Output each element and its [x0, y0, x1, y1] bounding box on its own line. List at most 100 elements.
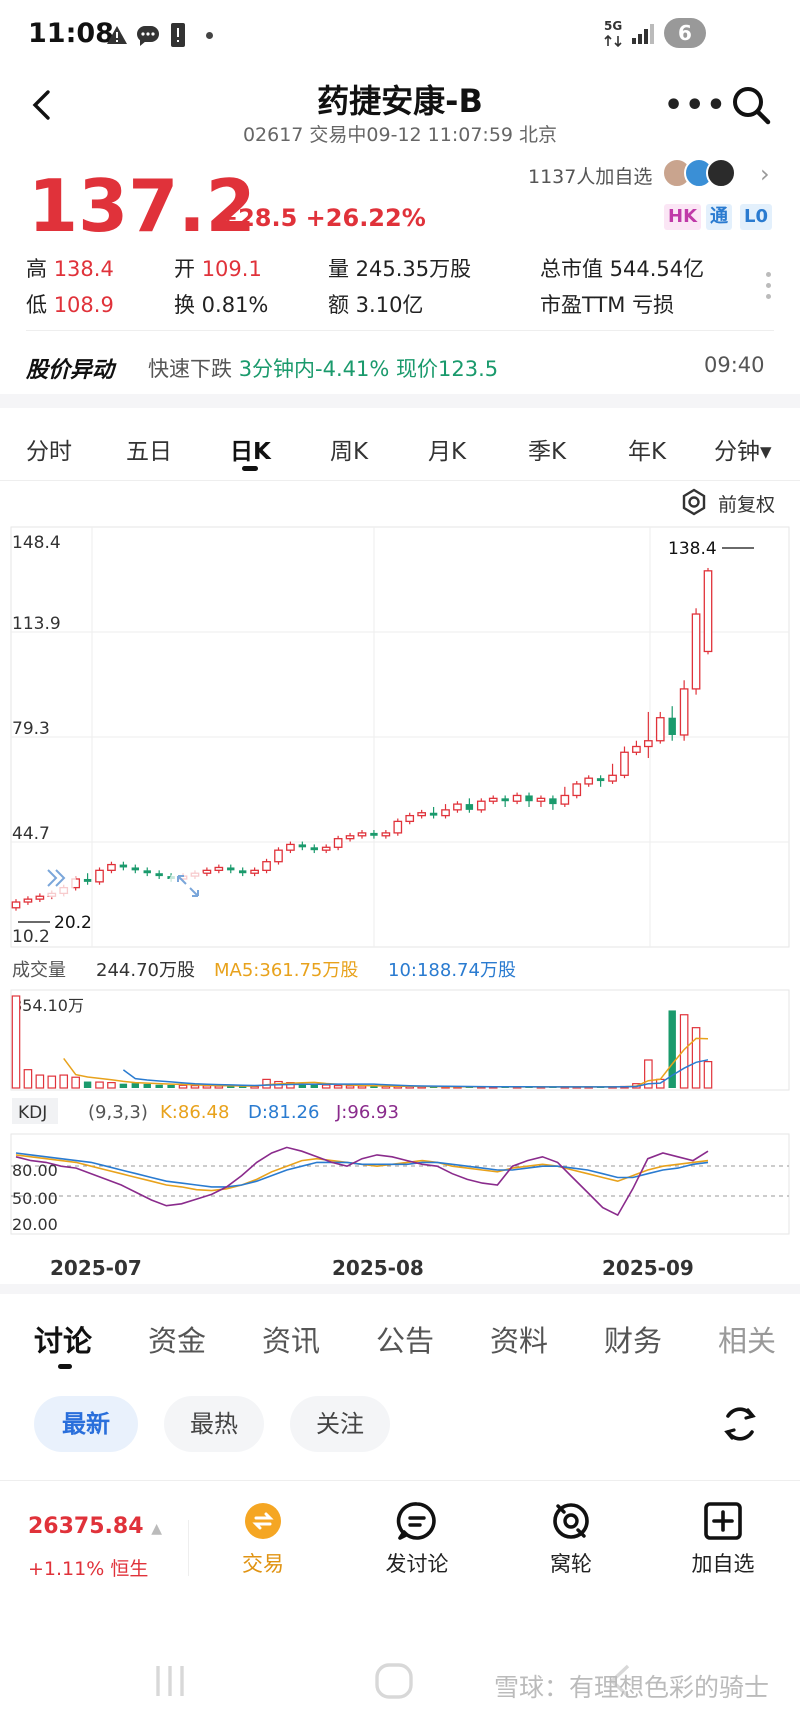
badge-hk: HK	[664, 204, 702, 230]
price-tick: 148.4	[12, 533, 61, 553]
add-watchlist-button[interactable]: 加自选	[668, 1500, 778, 1578]
index-change-text: +1.11%	[28, 1558, 105, 1580]
candle	[536, 797, 546, 802]
index-name: 恒生	[110, 1558, 149, 1580]
candle	[453, 803, 462, 811]
candle	[703, 570, 713, 653]
section-separator	[0, 394, 800, 408]
tab-weekly-k[interactable]: 周K	[330, 439, 369, 465]
adjust-mode-label[interactable]: 前复权	[718, 494, 776, 516]
adjust-settings-icon[interactable]	[680, 488, 708, 516]
tab-capital[interactable]: 资金	[148, 1324, 207, 1358]
tab-daily-k[interactable]: 日K	[230, 439, 271, 465]
candle	[345, 835, 355, 840]
divider	[188, 1520, 189, 1576]
warrants-button[interactable]: 窝轮	[516, 1500, 626, 1578]
volume-bar	[703, 1061, 713, 1089]
open-label: 开	[174, 257, 195, 281]
candle	[501, 798, 509, 802]
index-value[interactable]: 26375.84 ▲	[28, 1514, 162, 1539]
post-discussion-button[interactable]: 发讨论	[362, 1500, 472, 1578]
tab-minute[interactable]: 分钟▾	[714, 439, 772, 465]
candle	[572, 783, 582, 797]
followers-count[interactable]: 1137人加自选	[528, 166, 653, 188]
scroll-left-arrows	[47, 869, 66, 887]
recent-apps-icon[interactable]	[152, 1664, 188, 1698]
tab-monthly-k[interactable]: 月K	[428, 439, 467, 465]
volume-panel: 成交量 244.70万股 MA5:361.75万股 10:188.74万股 85…	[10, 960, 790, 1091]
tab-yearly-k[interactable]: 年K	[628, 439, 667, 465]
refresh-icon[interactable]	[718, 1402, 762, 1446]
tab-news[interactable]: 资讯	[262, 1324, 321, 1358]
follower-avatars[interactable]	[662, 158, 736, 192]
volume-ma5: MA5:361.75万股	[214, 960, 358, 981]
avatar	[706, 158, 736, 188]
expand-stats-icon[interactable]	[766, 266, 774, 305]
candle	[655, 717, 665, 742]
candle	[370, 832, 378, 836]
trade-button[interactable]: 交易	[208, 1500, 318, 1578]
candle	[441, 809, 450, 817]
candle	[262, 861, 271, 871]
x-axis-tick: 2025-07	[50, 1256, 142, 1280]
filter-following[interactable]: 关注	[290, 1396, 390, 1452]
volume-bar	[238, 1086, 247, 1088]
tab-five-day[interactable]: 五日	[126, 439, 172, 465]
back-nav-icon[interactable]	[604, 1664, 634, 1698]
candle	[584, 777, 594, 785]
section-separator	[0, 1284, 800, 1294]
volume-bar	[23, 1069, 33, 1089]
back-icon[interactable]	[26, 88, 60, 122]
filter-latest[interactable]: 最新	[34, 1396, 138, 1452]
volume-bar	[321, 1084, 331, 1089]
stock-chart[interactable]: 148.4 113.9 79.3 44.7 10.2 138.4 20.2 成交…	[10, 526, 790, 1246]
warrants-icon	[553, 1503, 589, 1539]
warrants-label: 窝轮	[550, 1552, 592, 1576]
tab-discussion[interactable]: 讨论	[34, 1324, 93, 1358]
alert-time: 09:40	[704, 353, 765, 377]
signal-icon	[632, 24, 654, 44]
active-tab-indicator	[58, 1364, 72, 1369]
volume-bar	[167, 1084, 175, 1088]
candle	[608, 774, 617, 782]
tab-financials[interactable]: 财务	[604, 1324, 663, 1358]
volume-bar	[35, 1074, 45, 1089]
volume-bar	[227, 1086, 235, 1088]
price-panel: 148.4 113.9 79.3 44.7 10.2 138.4 20.2	[10, 526, 790, 948]
candle	[393, 820, 403, 834]
filter-hot[interactable]: 最热	[164, 1396, 264, 1452]
candle	[83, 878, 92, 882]
candle	[274, 849, 283, 863]
search-icon[interactable]	[730, 84, 772, 126]
candle	[286, 843, 295, 851]
kdj-d-line	[15, 1152, 709, 1188]
candle	[596, 778, 605, 782]
chat-icon	[396, 1502, 436, 1540]
volume-bar	[298, 1083, 307, 1088]
volume-bar	[357, 1085, 367, 1089]
kdj-label: KDJ	[18, 1103, 47, 1123]
tab-profile[interactable]: 资料	[490, 1324, 549, 1358]
candle	[35, 895, 45, 900]
volume-label: 成交量	[12, 960, 66, 981]
more-options-icon[interactable]: •••	[664, 88, 728, 123]
tab-quarterly-k[interactable]: 季K	[528, 439, 567, 465]
candle	[488, 797, 498, 802]
candle	[632, 745, 641, 753]
trade-icon	[245, 1503, 281, 1539]
home-icon[interactable]	[374, 1662, 414, 1700]
tab-related[interactable]: 相关	[718, 1324, 777, 1358]
market-cap-stat: 总市值 544.54亿	[540, 257, 705, 281]
alert-title[interactable]: 股价异动	[26, 358, 115, 383]
chevron-right-icon[interactable]: ›	[760, 160, 770, 188]
tab-announcements[interactable]: 公告	[376, 1324, 435, 1358]
candle	[620, 751, 629, 776]
alert-text[interactable]: 快速下跌 3分钟内-4.41% 现价123.5	[148, 353, 498, 383]
amount-stat: 额 3.10亿	[328, 293, 424, 317]
index-change[interactable]: +1.11% 恒生	[28, 1554, 148, 1581]
candle	[238, 870, 247, 874]
volume-bar	[119, 1083, 128, 1088]
fullscreen-icon[interactable]	[168, 866, 208, 906]
candle	[465, 804, 474, 810]
tab-intraday[interactable]: 分时	[26, 439, 72, 465]
